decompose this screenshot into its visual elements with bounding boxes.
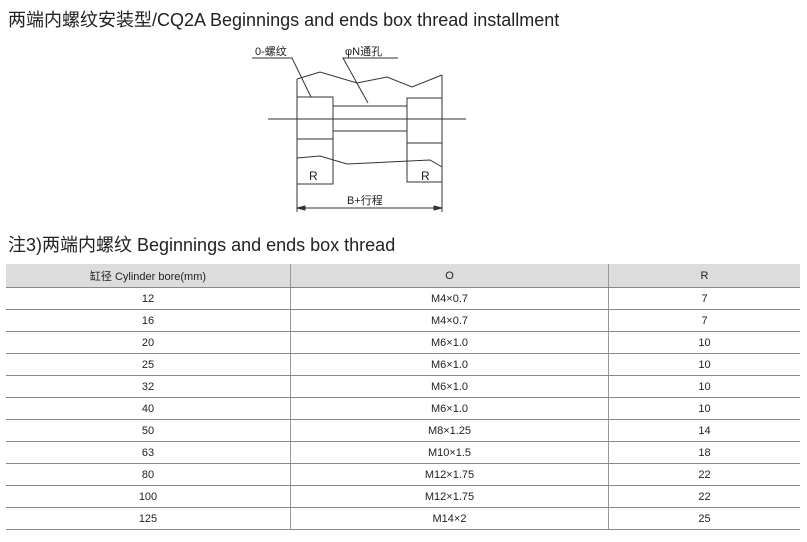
cell-r: 22 bbox=[608, 463, 800, 486]
hole-label: φN通孔 bbox=[345, 45, 382, 58]
section-subtitle: 注3)两端内螺纹 Beginnings and ends box thread bbox=[8, 235, 396, 255]
r-right-label: R bbox=[421, 169, 430, 183]
length-label: B+行程 bbox=[347, 194, 383, 207]
table-row: 50 M8×1.25 14 bbox=[6, 419, 800, 442]
cell-bore: 125 bbox=[6, 507, 291, 530]
cell-bore: 50 bbox=[6, 419, 291, 442]
cell-bore: 32 bbox=[6, 375, 291, 398]
table-row: 100 M12×1.75 22 bbox=[6, 485, 800, 508]
cell-o: M14×2 bbox=[290, 507, 609, 530]
thread-label: 0-螺纹 bbox=[255, 44, 287, 58]
cell-bore: 100 bbox=[6, 485, 291, 508]
table-row: 20 M6×1.0 10 bbox=[6, 331, 800, 354]
cell-o: M6×1.0 bbox=[290, 353, 609, 376]
cell-r: 10 bbox=[608, 375, 800, 398]
cell-bore: 63 bbox=[6, 441, 291, 464]
cell-r: 10 bbox=[608, 331, 800, 354]
thread-table: 缸径 Cylinder bore(mm) O R 12 M4×0.7 7 16 M4×0… bbox=[6, 264, 800, 530]
cell-o: M8×1.25 bbox=[290, 419, 609, 442]
table-row: 16 M4×0.7 7 bbox=[6, 309, 800, 332]
cell-o: M12×1.75 bbox=[290, 485, 609, 508]
cell-r: 25 bbox=[608, 507, 800, 530]
cell-o: M6×1.0 bbox=[290, 375, 609, 398]
table-row: 80 M12×1.75 22 bbox=[6, 463, 800, 486]
cell-r: 14 bbox=[608, 419, 800, 442]
table-row: 12 M4×0.7 7 bbox=[6, 287, 800, 310]
page-title: 两端内螺纹安装型/CQ2A Beginnings and ends box th… bbox=[8, 10, 560, 30]
cell-bore: 12 bbox=[6, 287, 291, 310]
cell-bore: 25 bbox=[6, 353, 291, 376]
cell-r: 7 bbox=[608, 309, 800, 332]
cell-o: M12×1.75 bbox=[290, 463, 609, 486]
cell-r: 10 bbox=[608, 397, 800, 420]
cell-o: M6×1.0 bbox=[290, 331, 609, 354]
cell-o: M10×1.5 bbox=[290, 441, 609, 464]
table-row: 32 M6×1.0 10 bbox=[6, 375, 800, 398]
hole-leader bbox=[342, 57, 398, 104]
table-row: 63 M10×1.5 18 bbox=[6, 441, 800, 464]
cell-o: M6×1.0 bbox=[290, 397, 609, 420]
cell-bore: 20 bbox=[6, 331, 291, 354]
header-r: R bbox=[608, 264, 800, 288]
r-left-label: R bbox=[309, 169, 318, 183]
cell-r: 10 bbox=[608, 353, 800, 376]
left-cap bbox=[297, 96, 334, 185]
bottom-break-line bbox=[296, 155, 443, 168]
cell-o: M4×0.7 bbox=[290, 287, 609, 310]
cell-r: 7 bbox=[608, 287, 800, 310]
cell-bore: 16 bbox=[6, 309, 291, 332]
right-cap bbox=[406, 97, 442, 183]
table-row: 125 M14×2 25 bbox=[6, 507, 800, 530]
cell-r: 18 bbox=[608, 441, 800, 464]
header-o: O bbox=[290, 264, 609, 288]
cell-bore: 80 bbox=[6, 463, 291, 486]
top-break-line bbox=[296, 71, 443, 88]
thread-leader bbox=[252, 57, 312, 98]
cell-o: M4×0.7 bbox=[290, 309, 609, 332]
table-row: 25 M6×1.0 10 bbox=[6, 353, 800, 376]
table-row: 40 M6×1.0 10 bbox=[6, 397, 800, 420]
header-bore: 缸径 Cylinder bore(mm) bbox=[6, 264, 291, 288]
cell-bore: 40 bbox=[6, 397, 291, 420]
cylinder-diagram: 0-螺纹 φN通孔 R R B+行程 bbox=[252, 44, 466, 212]
cell-r: 22 bbox=[608, 485, 800, 508]
